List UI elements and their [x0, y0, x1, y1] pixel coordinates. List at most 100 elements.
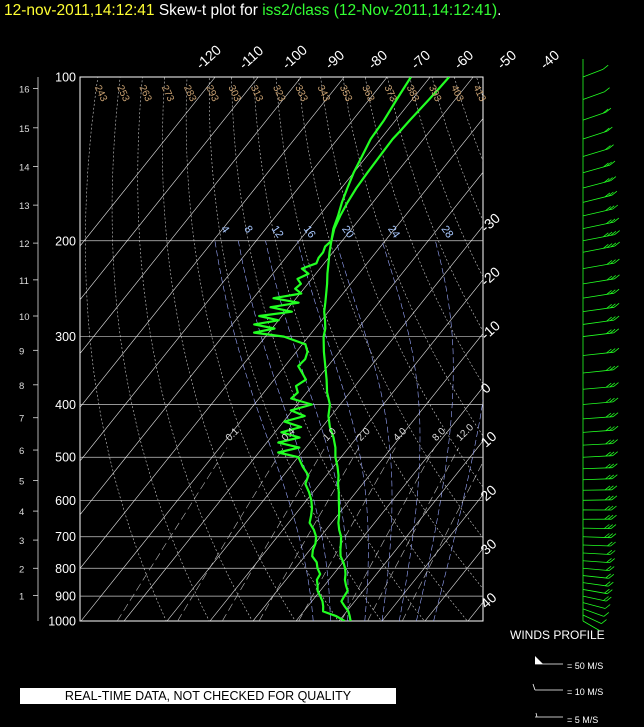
wind-barb-900 [582, 595, 607, 602]
moist-adiabat-label-12: 12 [269, 224, 286, 241]
wind-barb-130 [582, 130, 608, 140]
moist-adiabat-label-20: 20 [339, 224, 356, 241]
dry-adiabat-293 [208, 77, 382, 621]
plot-title: 12-nov-2011,14:12:41 Skew-t plot for iss… [4, 2, 501, 20]
dry-adiabat-label-263: 263 [137, 84, 154, 104]
wind-feather-255-0 [613, 288, 620, 294]
wind-legend-5: = 5 M/S [567, 715, 599, 725]
wind-feather-675-2 [604, 524, 610, 529]
wind-feather-425-1 [609, 412, 615, 418]
height-label-11: 11 [19, 276, 29, 287]
dry-adiabat-253 [111, 77, 210, 621]
wind-feather-150-1 [606, 161, 612, 167]
dry-adiabat-303 [231, 77, 425, 621]
wind-feather-675-0 [610, 524, 617, 529]
wind-feather-110-0 [604, 87, 610, 93]
moist-adiabat-label-24: 24 [385, 224, 402, 241]
isotherm-20 [381, 494, 483, 621]
moist-adiabat-20 [335, 240, 393, 621]
height-label-5: 5 [19, 477, 24, 488]
wind-barb-240 [582, 278, 615, 285]
wind-feather-450-2 [605, 426, 612, 432]
wind-legend-feather-10 [532, 683, 536, 691]
wind-feather-240-2 [606, 275, 613, 281]
wind-barb-800 [582, 567, 610, 571]
wind-feather-875-0 [607, 589, 613, 595]
wind-feather-350-2 [605, 366, 612, 371]
wind-feather-600-1 [608, 495, 614, 501]
wind-feather-625-2 [604, 505, 610, 511]
isotherm--50 [80, 118, 483, 621]
height-label-7: 7 [19, 414, 24, 425]
wind-feather-675-1 [607, 524, 613, 529]
isotherm-top-label--60: -60 [451, 47, 477, 73]
wind-feather-225-0 [614, 258, 620, 264]
wind-feather-130-1 [604, 127, 610, 133]
moist-adiabat-4 [214, 240, 314, 621]
wind-feather-625-0 [611, 505, 617, 511]
wind-feather-300-1 [609, 328, 616, 334]
wind-feather-800-0 [608, 566, 615, 571]
wind-feather-325-0 [613, 347, 620, 353]
pressure-label-200: 200 [55, 234, 76, 248]
dry-adiabat-263 [137, 77, 253, 621]
moist-adiabat-12 [265, 240, 349, 621]
pressure-label-600: 600 [55, 494, 76, 508]
wind-feather-450-1 [609, 426, 615, 431]
wind-feather-925-0 [604, 604, 611, 609]
quality-notice: REAL-TIME DATA, NOT CHECKED FOR QUALITY [20, 688, 396, 704]
height-label-12: 12 [19, 239, 30, 250]
title-station: iss2/class [262, 2, 330, 19]
wind-barb-120 [582, 111, 607, 121]
wind-feather-200-3 [603, 232, 609, 238]
wind-barb-525 [582, 467, 613, 470]
dry-adiabat-433 [519, 72, 644, 632]
wind-feather-875-1 [604, 588, 610, 594]
mixing-ratio-8 [340, 447, 435, 621]
wind-feather-900-1 [603, 596, 609, 601]
height-label-16: 16 [19, 85, 30, 96]
wind-barb-100 [582, 68, 604, 78]
wind-feather-240-1 [610, 275, 616, 280]
wind-barb-825 [582, 575, 609, 579]
height-label-9: 9 [19, 346, 24, 357]
wind-barb-200 [582, 234, 615, 242]
mixing-ratio-label-1: 1.0 [321, 426, 339, 444]
isotherm--110 [80, 77, 259, 301]
wind-feather-200-1 [610, 230, 617, 236]
wind-feather-775-0 [609, 558, 615, 563]
wind-feather-650-0 [611, 514, 617, 520]
wind-legend-50: = 50 M/S [567, 661, 604, 671]
mixing-ratio-label-0.1: 0.1 [224, 426, 242, 444]
plot-frame [79, 76, 484, 622]
wind-feather-650-2 [604, 514, 610, 520]
wind-barb-225 [582, 262, 615, 269]
dry-adiabat-273 [162, 77, 296, 621]
wind-feather-500-1 [608, 451, 615, 457]
height-label-14: 14 [19, 162, 30, 173]
pressure-label-800: 800 [55, 562, 76, 576]
isotherm-top-label--100: -100 [279, 41, 311, 72]
wind-feather-180-2 [605, 206, 611, 211]
wind-barb-925 [582, 602, 606, 609]
dry-adiabat-label-403: 403 [448, 84, 465, 104]
wind-feather-270-1 [610, 303, 616, 309]
wind-feather-225-1 [610, 259, 616, 265]
wind-profile [532, 59, 620, 718]
moist-adiabat-label-28: 28 [439, 224, 456, 241]
wind-barb-270 [582, 306, 615, 313]
chart-series [253, 77, 450, 621]
isotherm-right-label--10: -10 [477, 317, 503, 343]
wind-feather-285-1 [610, 316, 616, 321]
wind-feather-525-0 [612, 463, 618, 469]
wind-feather-190-1 [609, 218, 616, 224]
wind-legend-feather-5 [535, 712, 538, 718]
wind-feather-750-1 [606, 549, 613, 555]
wind-barb-255 [582, 292, 615, 299]
wind-feather-425-0 [612, 412, 619, 418]
isotherm-right-label-30: 30 [477, 535, 499, 557]
pressure-label-1000: 1000 [48, 615, 76, 629]
wind-feather-550-2 [605, 474, 611, 480]
wind-feather-350-0 [613, 365, 619, 371]
